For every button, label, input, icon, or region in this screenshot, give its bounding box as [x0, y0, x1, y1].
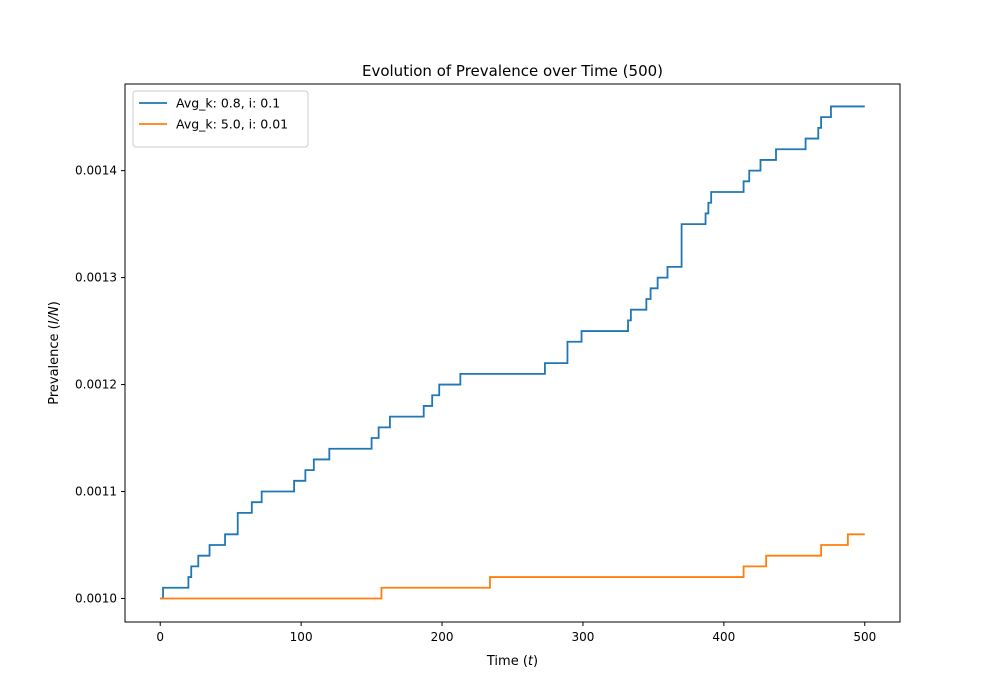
y-axis-label-prefix: Prevalence ( [47, 324, 62, 405]
x-axis: 0 100 200 300 400 500 [156, 622, 876, 644]
x-tick-label: 100 [290, 630, 313, 644]
y-axis-label-suffix: ) [47, 301, 62, 306]
legend: Avg_k: 0.8, i: 0.1 Avg_k: 5.0, i: 0.01 [132, 90, 309, 148]
axes-frame [124, 83, 901, 623]
x-axis-label-prefix: Time ( [486, 654, 528, 669]
legend-label-1: Avg_k: 0.8, i: 0.1 [176, 96, 280, 111]
x-axis-label: Time (t) [486, 654, 538, 669]
y-tick-label: 0.0012 [75, 378, 117, 392]
x-axis-label-suffix: ) [533, 654, 538, 669]
y-axis: 0.0010 0.0011 0.0012 0.0013 0.0014 [75, 164, 125, 605]
x-tick-label: 200 [431, 630, 454, 644]
series-layer [160, 105, 865, 600]
series-line-1 [160, 105, 865, 600]
y-tick-label: 0.0014 [75, 164, 117, 178]
plot-area [124, 83, 901, 623]
y-axis-label-var: I/N [47, 306, 62, 324]
legend-box [132, 90, 309, 148]
series-line-2 [160, 533, 865, 600]
x-tick-label: 300 [572, 630, 595, 644]
x-tick-label: 500 [853, 630, 876, 644]
x-tick-label: 400 [712, 630, 735, 644]
x-tick-label: 0 [156, 630, 164, 644]
y-axis-label: Prevalence (I/N) [47, 301, 62, 405]
chart-title: Evolution of Prevalence over Time (500) [362, 62, 663, 80]
legend-label-2: Avg_k: 5.0, i: 0.01 [176, 117, 288, 132]
x-axis-label-var: t [528, 654, 534, 669]
y-tick-label: 0.0013 [75, 271, 117, 285]
y-tick-label: 0.0011 [75, 485, 117, 499]
y-tick-label: 0.0010 [75, 591, 117, 605]
